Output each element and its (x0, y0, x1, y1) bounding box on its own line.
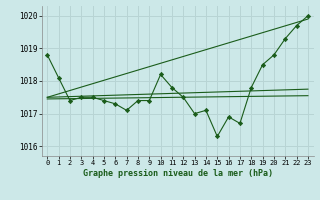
X-axis label: Graphe pression niveau de la mer (hPa): Graphe pression niveau de la mer (hPa) (83, 169, 273, 178)
